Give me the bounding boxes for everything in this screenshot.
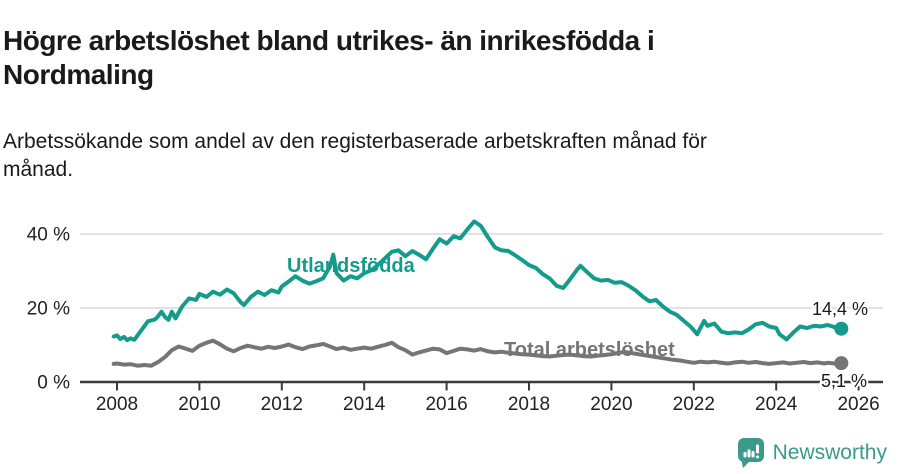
x-tick-label-2020: 2020: [590, 394, 632, 415]
x-tick-label-2016: 2016: [425, 394, 467, 415]
unemployment-line-chart: 0 % 20 % 40 % 2008 2010 2012 2014 2016 2018 2020…: [27, 219, 883, 415]
chart-subtitle: Arbetssökande som andel av den registerb…: [3, 128, 873, 184]
title-line-2: Nordmaling: [3, 58, 154, 90]
page-title: Högre arbetslöshet bland utrikes- än inr…: [3, 24, 823, 92]
end-value-label-utlandsfodda: 14,4 %: [812, 299, 868, 319]
x-axis: 2008 2010 2012 2014 2016 2018 2020 2022 2024 2026: [80, 380, 883, 415]
total-arbetsloshet-line: [111, 338, 844, 368]
x-tick-label-2008: 2008: [96, 394, 138, 415]
x-tick-label-2012: 2012: [261, 394, 303, 415]
subtitle-line-2: månad.: [3, 158, 74, 181]
newsworthy-logo: Newsworthy: [737, 437, 887, 469]
y-tick-label-20: 20 %: [27, 299, 70, 320]
end-value-label-total: 5,1 %: [821, 371, 867, 391]
total-end-dot: [834, 356, 849, 371]
title-line-1: Högre arbetslöshet bland utrikes- än inr…: [3, 24, 655, 56]
subtitle-line-1: Arbetssökande som andel av den registerb…: [3, 130, 707, 153]
utlandsfodda-line: [111, 219, 844, 343]
x-tick-label-2010: 2010: [178, 394, 220, 415]
gridlines: [80, 233, 883, 309]
x-tick-label-2024: 2024: [755, 394, 798, 415]
y-tick-label-40: 40 %: [27, 225, 70, 246]
x-tick-label-2026: 2026: [837, 394, 879, 415]
x-tick-label-2018: 2018: [508, 394, 550, 415]
newsworthy-logo-icon: [737, 438, 764, 468]
x-tick-label-2014: 2014: [343, 394, 386, 415]
utlandsfodda-end-dot: [834, 321, 849, 336]
y-axis-labels: 0 % 20 % 40 %: [27, 225, 70, 394]
newsworthy-logo-text: Newsworthy: [772, 441, 887, 464]
series-label-utlandsfodda: Utlandsfödda: [287, 255, 416, 277]
series-label-total: Total arbetslöshet: [504, 339, 675, 361]
y-tick-label-0: 0 %: [37, 373, 70, 394]
x-tick-label-2022: 2022: [673, 394, 715, 415]
